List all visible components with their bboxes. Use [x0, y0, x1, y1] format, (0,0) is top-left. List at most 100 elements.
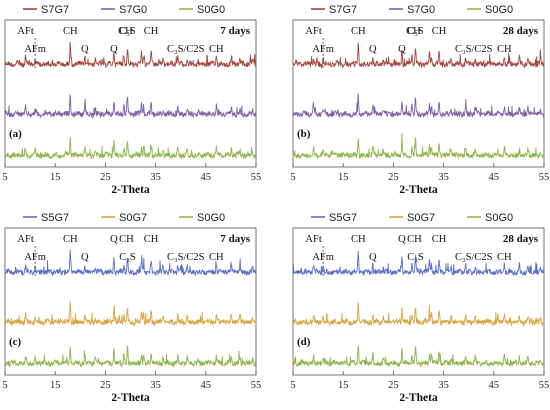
x-tick-label: 5 — [290, 380, 295, 391]
legend-entry: S0G0 — [197, 4, 225, 16]
phase-label: CH — [432, 234, 447, 245]
phase-label: AFm — [312, 252, 334, 263]
x-tick-label: 5 — [2, 380, 7, 391]
x-tick-label: 55 — [539, 380, 550, 391]
plot-frame — [292, 19, 545, 168]
panel-label: (b) — [297, 128, 311, 140]
phase-label: CH — [144, 26, 159, 37]
x-tick-label: 25 — [100, 172, 111, 183]
phase-label: AFm — [24, 252, 46, 263]
legend-entry: S0G0 — [197, 212, 225, 224]
x-tick-label: 35 — [438, 172, 449, 183]
phase-label: C₃S — [119, 252, 136, 263]
phase-label: AFt — [17, 234, 33, 245]
phase-label: CH — [432, 26, 447, 37]
x-tick-label: 5 — [2, 172, 7, 183]
phase-label: C₃S/C2S — [455, 44, 493, 55]
panel-label: (a) — [9, 128, 22, 140]
phase-label: Q — [398, 234, 406, 245]
x-axis-title: 2-Theta — [111, 392, 150, 404]
phase-label: Q — [398, 44, 406, 55]
phase-label: CH — [63, 234, 78, 245]
legend-entry: S0G7 — [407, 212, 435, 224]
phase-label: Q — [81, 252, 89, 263]
series-line-s5g7 — [292, 250, 545, 277]
phase-label: AFt — [17, 26, 33, 37]
x-tick-label: 15 — [50, 380, 61, 391]
legend-entry: S0G0 — [485, 212, 513, 224]
x-tick-label: 55 — [539, 172, 550, 183]
age-label: 7 days — [220, 233, 250, 245]
x-tick-label: 35 — [438, 380, 449, 391]
series-line-s0g7 — [4, 301, 257, 327]
legend-entry: S5G7 — [41, 212, 69, 224]
plot-frame — [4, 227, 257, 376]
series-line-s5g7 — [4, 249, 257, 277]
x-tick-label: 15 — [50, 172, 61, 183]
x-axis-title: 2-Theta — [111, 184, 150, 196]
phase-label: CH — [406, 26, 421, 37]
phase-label: AFm — [24, 44, 46, 55]
legend-entry: S5G7 — [329, 212, 357, 224]
phase-label: C₃S/C2S — [167, 44, 205, 55]
legend-entry: S0G0 — [485, 4, 513, 16]
phase-label: Q — [110, 44, 118, 55]
x-tick-label: 25 — [388, 380, 399, 391]
phase-label: CH — [497, 44, 512, 55]
x-tick-label: 35 — [150, 380, 161, 391]
phase-label: AFm — [312, 44, 334, 55]
phase-label: C₃S/C2S — [167, 252, 205, 263]
x-tick-label: 35 — [150, 172, 161, 183]
series-line-s0g0 — [292, 133, 545, 160]
phase-label: AFt — [305, 26, 321, 37]
phase-label: CH — [209, 44, 224, 55]
phase-label: CH — [351, 234, 366, 245]
panel-label: (d) — [297, 336, 311, 348]
series-line-s7g0 — [292, 93, 545, 119]
series-line-s0g0 — [292, 345, 545, 368]
x-tick-label: 5 — [290, 172, 295, 183]
series-line-s7g0 — [4, 94, 257, 119]
x-axis-title: 2-Theta — [399, 184, 438, 196]
phase-label: CH — [209, 252, 224, 263]
phase-label: AFt — [305, 234, 321, 245]
phase-label: Q — [110, 234, 118, 245]
phase-label: CH — [407, 234, 422, 245]
age-label: 7 days — [220, 25, 250, 37]
phase-label: CH — [497, 252, 512, 263]
x-tick-label: 25 — [388, 172, 399, 183]
legend-entry: S0G7 — [119, 212, 147, 224]
x-tick-label: 45 — [201, 172, 212, 183]
panel-label: (c) — [9, 336, 22, 348]
phase-label: Q — [369, 44, 377, 55]
x-tick-label: 45 — [489, 380, 500, 391]
phase-label: Q — [369, 252, 377, 263]
x-tick-label: 25 — [100, 380, 111, 391]
phase-label: CH — [144, 234, 159, 245]
legend-entry: S7G7 — [41, 4, 69, 16]
phase-label: C₃S — [119, 26, 136, 37]
phase-label: CH — [63, 26, 78, 37]
legend-entry: S7G0 — [119, 4, 147, 16]
series-line-s7g7 — [4, 41, 257, 69]
phase-label: C₃S — [407, 252, 424, 263]
x-tick-label: 45 — [489, 172, 500, 183]
series-line-s0g0 — [4, 137, 257, 160]
legend-entry: S7G0 — [407, 4, 435, 16]
series-line-s7g7 — [292, 42, 545, 70]
phase-label: C₃S/C2S — [455, 252, 493, 263]
x-tick-label: 45 — [201, 380, 212, 391]
x-axis-title: 2-Theta — [399, 392, 438, 404]
phase-label: C₃S — [407, 26, 424, 37]
phase-label: Q — [81, 44, 89, 55]
age-label: 28 days — [503, 233, 539, 245]
x-tick-label: 15 — [338, 172, 349, 183]
phase-label: CH — [118, 26, 133, 37]
x-tick-label: 55 — [251, 380, 262, 391]
phase-label: CH — [351, 26, 366, 37]
